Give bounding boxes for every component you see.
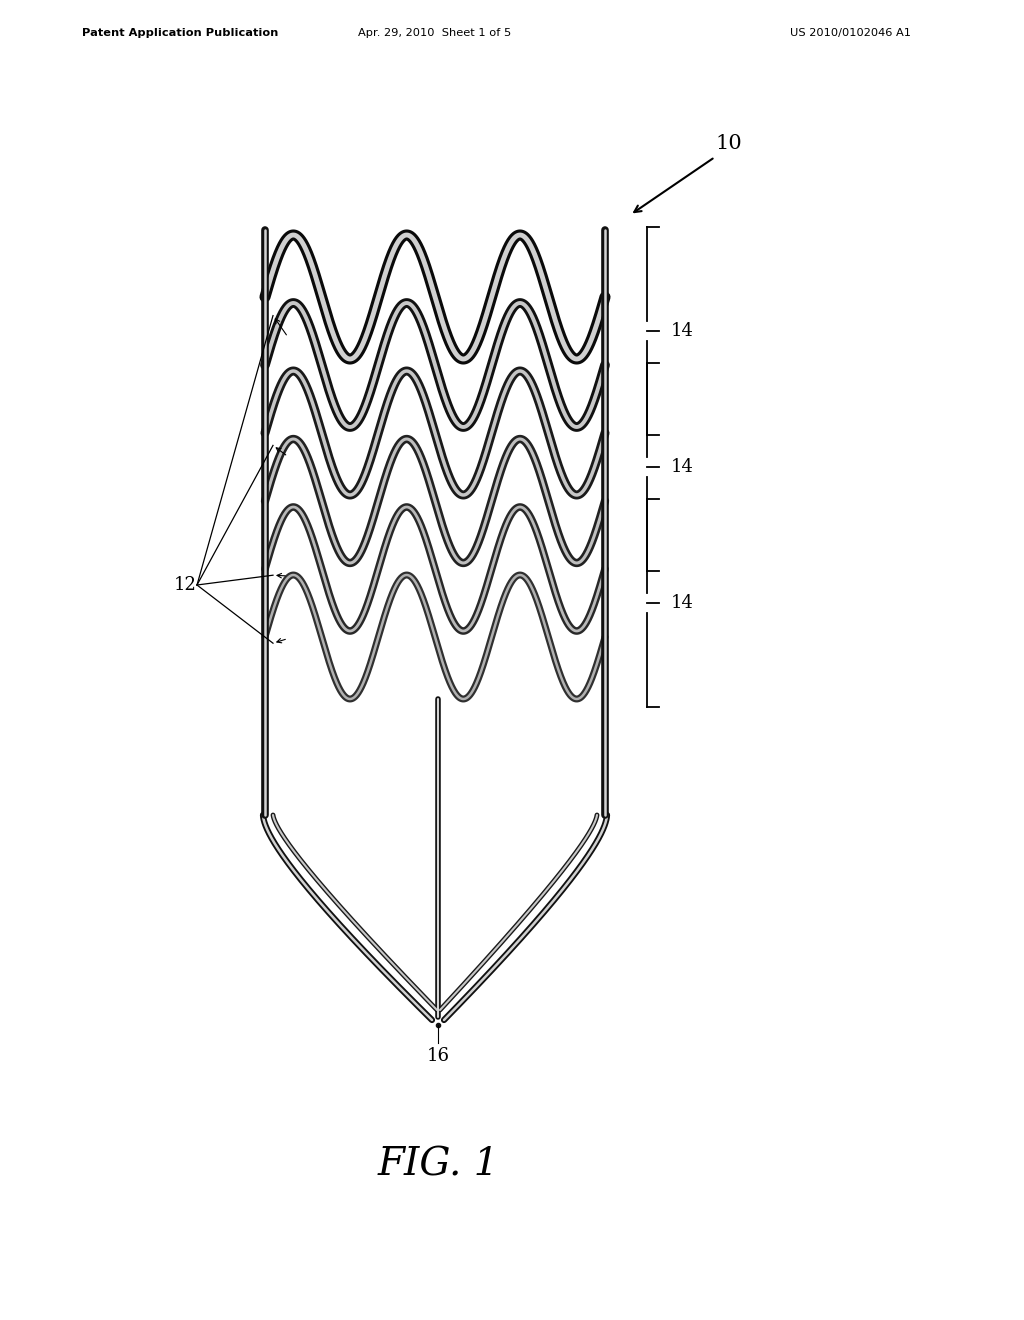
Text: Apr. 29, 2010  Sheet 1 of 5: Apr. 29, 2010 Sheet 1 of 5 — [358, 28, 512, 38]
Text: 14: 14 — [671, 458, 694, 477]
Text: 10: 10 — [715, 135, 741, 153]
Text: 14: 14 — [671, 322, 694, 341]
Text: 16: 16 — [427, 1047, 450, 1065]
Text: FIG. 1: FIG. 1 — [377, 1147, 499, 1184]
Text: Patent Application Publication: Patent Application Publication — [82, 28, 279, 38]
Text: US 2010/0102046 A1: US 2010/0102046 A1 — [790, 28, 910, 38]
Text: 14: 14 — [671, 594, 694, 612]
Text: 12: 12 — [174, 576, 197, 594]
